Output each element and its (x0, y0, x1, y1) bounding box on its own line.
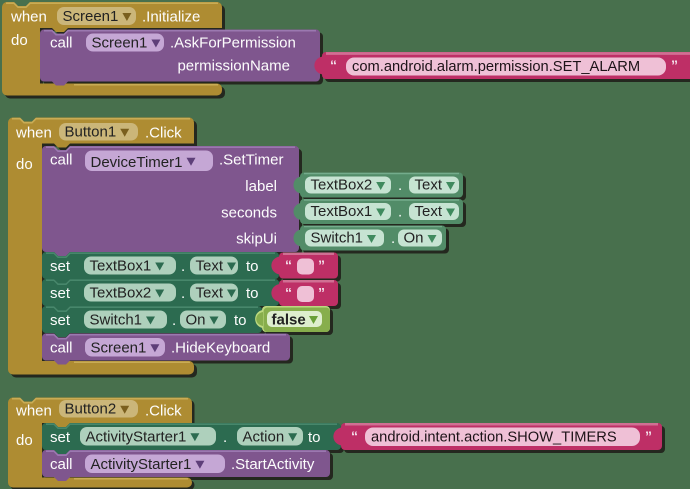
svg-text:.Click: .Click (145, 125, 182, 142)
svg-text:call: call (50, 152, 73, 169)
svg-text:set: set (50, 312, 71, 329)
svg-text:.: . (398, 177, 402, 194)
svg-text:Action: Action (243, 429, 285, 446)
svg-text:.Initialize: .Initialize (142, 9, 200, 26)
svg-text:set: set (50, 258, 71, 275)
svg-text:com.android.alarm.permission.S: com.android.alarm.permission.SET_ALARM (352, 59, 640, 75)
svg-text:Text: Text (415, 203, 443, 220)
svg-text:when: when (15, 403, 52, 420)
svg-text:call: call (50, 340, 73, 357)
svg-text:.: . (181, 285, 185, 302)
svg-text:to: to (246, 285, 259, 302)
svg-text:Text: Text (196, 285, 224, 302)
svg-text:.AskForPermission: .AskForPermission (170, 35, 296, 52)
svg-text:ActivityStarter1: ActivityStarter1 (86, 429, 187, 446)
svg-text:”: ” (645, 428, 652, 444)
svg-text:false: false (272, 312, 306, 329)
svg-text:”: ” (318, 285, 325, 301)
svg-text:DeviceTimer1: DeviceTimer1 (91, 154, 183, 171)
svg-text:.: . (223, 429, 227, 446)
svg-text:Button1: Button1 (65, 124, 117, 141)
svg-text:set: set (50, 285, 71, 302)
svg-text:TextBox1: TextBox1 (90, 258, 152, 275)
svg-text:when: when (10, 9, 47, 26)
svg-text:.: . (172, 312, 176, 329)
svg-text:“: “ (285, 285, 292, 301)
svg-text:“: “ (330, 57, 337, 73)
svg-text:“: “ (285, 257, 292, 273)
svg-text:permissionName: permissionName (177, 58, 290, 75)
svg-text:.Click: .Click (145, 403, 182, 420)
svg-text:.: . (398, 204, 402, 221)
svg-text:to: to (234, 312, 247, 329)
svg-text:”: ” (671, 57, 678, 73)
svg-text:do: do (16, 156, 33, 173)
svg-text:to: to (308, 429, 321, 446)
svg-text:”: ” (318, 257, 325, 273)
svg-text:Switch1: Switch1 (311, 230, 364, 247)
svg-text:On: On (404, 230, 424, 247)
svg-text:Screen1: Screen1 (91, 340, 147, 357)
svg-text:TextBox2: TextBox2 (90, 285, 152, 302)
svg-text:.HideKeyboard: .HideKeyboard (171, 340, 270, 357)
svg-text:TextBox2: TextBox2 (311, 177, 373, 194)
svg-text:On: On (186, 312, 206, 329)
svg-text:seconds: seconds (221, 205, 277, 222)
svg-text:android.intent.action.SHOW_TIM: android.intent.action.SHOW_TIMERS (371, 430, 617, 446)
svg-text:call: call (50, 35, 73, 52)
svg-text:.StartActivity: .StartActivity (231, 456, 315, 473)
svg-text:to: to (246, 258, 259, 275)
svg-text:call: call (50, 456, 73, 473)
svg-text:Switch1: Switch1 (90, 312, 143, 329)
svg-text:set: set (50, 429, 71, 446)
svg-text:ActivityStarter1: ActivityStarter1 (91, 456, 192, 473)
svg-text:“: “ (351, 428, 358, 444)
svg-text:do: do (11, 32, 28, 49)
svg-text:Text: Text (196, 258, 224, 275)
svg-text:.SetTimer: .SetTimer (219, 152, 283, 169)
svg-text:.: . (181, 258, 185, 275)
svg-text:do: do (16, 432, 33, 449)
svg-text:TextBox1: TextBox1 (311, 203, 373, 220)
svg-text:Button2: Button2 (65, 401, 117, 418)
svg-text:label: label (245, 178, 277, 195)
svg-text:.: . (391, 230, 395, 247)
svg-text:Screen1: Screen1 (92, 35, 148, 52)
svg-text:when: when (15, 125, 52, 142)
svg-text:Text: Text (415, 177, 443, 194)
svg-text:skipUi: skipUi (236, 231, 277, 248)
svg-text:Screen1: Screen1 (63, 8, 119, 25)
